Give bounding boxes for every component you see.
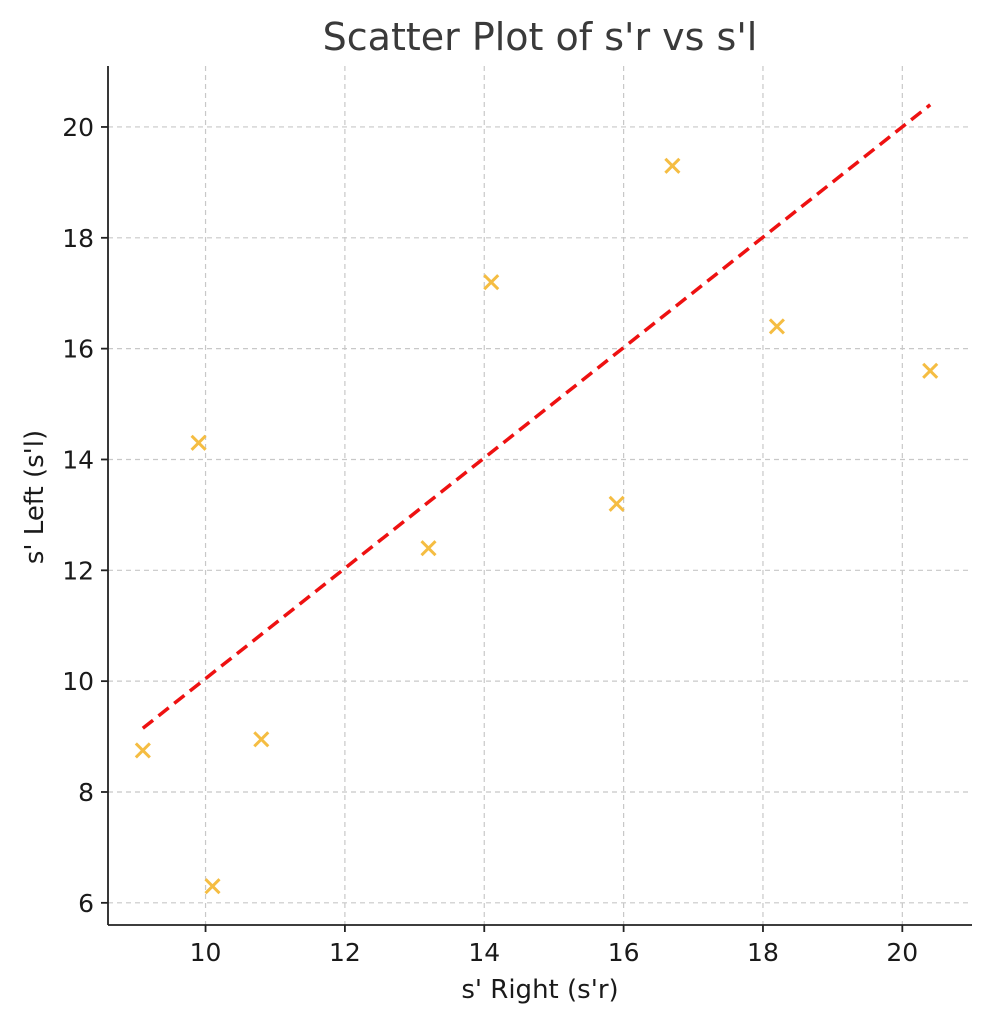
x-tick-label: 10	[190, 938, 222, 967]
grid-layer	[108, 66, 972, 925]
y-tick-label: 8	[78, 778, 94, 807]
x-tick-label: 16	[608, 938, 640, 967]
scatter-point	[608, 495, 625, 512]
scatter-point	[253, 731, 270, 748]
scatter-point	[483, 274, 500, 291]
y-tick-label: 16	[62, 335, 94, 364]
scatter-point	[420, 540, 437, 557]
y-tick-label: 6	[78, 889, 94, 918]
x-tick-label: 14	[468, 938, 500, 967]
x-tick-label: 18	[747, 938, 779, 967]
scatter-point	[664, 157, 681, 174]
scatter-point	[768, 318, 785, 335]
x-tick-label: 12	[329, 938, 361, 967]
scatter-point	[204, 878, 221, 895]
y-tick-label: 20	[62, 113, 94, 142]
chart-title: Scatter Plot of s'r vs s'l	[323, 15, 758, 59]
y-tick-label: 10	[62, 667, 94, 696]
x-axis-label: s' Right (s'r)	[461, 975, 618, 1005]
scatter-point	[134, 742, 151, 759]
scatter-point	[190, 434, 207, 451]
trend-line	[141, 103, 932, 730]
x-tick-label: 20	[886, 938, 918, 967]
points-layer	[134, 157, 939, 895]
y-tick-label: 14	[62, 445, 94, 474]
y-axis-label: s' Left (s'l)	[20, 430, 50, 564]
ticks-layer: 10 12 14 16 18 20 6 8 10 12 14 16 18 20	[62, 113, 918, 967]
axes-layer	[107, 66, 972, 926]
y-tick-label: 18	[62, 224, 94, 253]
trend-layer	[141, 103, 932, 730]
scatter-point	[922, 362, 939, 379]
y-tick-label: 12	[62, 556, 94, 585]
